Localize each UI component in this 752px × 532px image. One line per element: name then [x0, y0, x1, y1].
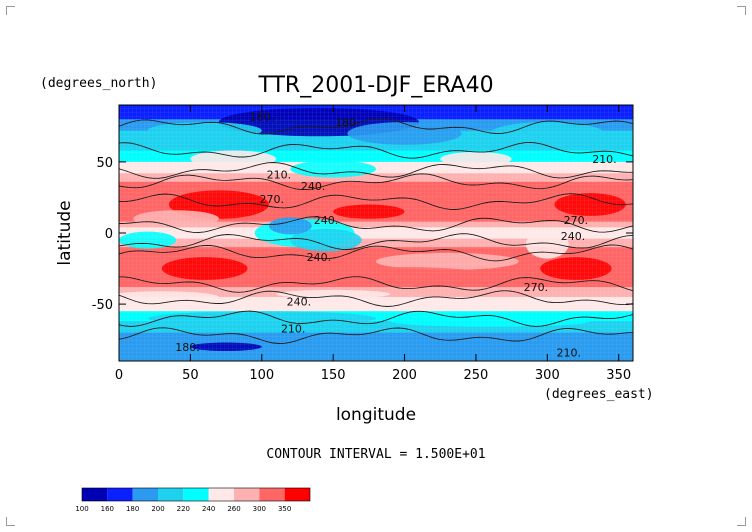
chart-title: TTR_2001-DJF_ERA40 — [257, 73, 493, 98]
colorbar-tick-label: 100 — [75, 505, 88, 513]
colorbar-swatch — [183, 488, 209, 501]
y-tick-label: 50 — [96, 156, 113, 171]
colorbar-swatch — [82, 488, 108, 501]
x-tick-label: 150 — [321, 368, 346, 383]
contour-label: 210. — [592, 153, 617, 166]
crop-mark-bottom-left — [6, 517, 15, 526]
contour-label: 240. — [561, 230, 586, 243]
contour-label: 270. — [524, 281, 549, 294]
colorbar-swatch — [158, 488, 184, 501]
y-unit-label: (degrees_north) — [40, 76, 157, 91]
colorbar-swatch — [284, 488, 310, 501]
colorbar-swatch — [259, 488, 285, 501]
crop-mark-top-left — [6, 6, 15, 15]
contour-label: 240. — [301, 180, 326, 193]
contour-label: 240. — [314, 214, 339, 227]
contour-label: 180. — [250, 110, 275, 123]
colorbar-tick-label: 180 — [126, 505, 139, 513]
colorbar-swatch — [132, 488, 158, 501]
plot-area: 180. 180. 210. 240. 210. 270. 270. 240. 240. 240.… — [119, 105, 633, 361]
x-tick-label: 200 — [392, 368, 417, 383]
colorbar-swatch — [234, 488, 260, 501]
x-unit-label: (degrees_east) — [544, 387, 654, 402]
colorbar-frame — [81, 487, 311, 502]
contour-labels: 180. 180. 210. 240. 210. 270. 270. 240. 240. 240.… — [175, 110, 616, 359]
x-axis: 0 50 100 150 200 250 300 350 — [115, 105, 631, 383]
x-tick-label: 50 — [182, 368, 199, 383]
contour-label: 240. — [287, 295, 312, 308]
contour-label: 180. — [175, 341, 200, 354]
contour-label: 210. — [557, 346, 582, 359]
colorbar-tick-label: 160 — [101, 505, 114, 513]
colorbar: 100 160 180 200 220 240 260 300 350 — [75, 487, 311, 513]
contour-label: 180. — [335, 116, 360, 129]
contour-label: 240. — [307, 251, 332, 264]
colorbar-tick-label: 300 — [253, 505, 266, 513]
colorbar-tick-label: 220 — [177, 505, 190, 513]
colorbar-tick-label: 260 — [227, 505, 240, 513]
contour-label: 270. — [564, 214, 589, 227]
colorbar-tick-label: 200 — [151, 505, 164, 513]
crop-mark-top-right — [737, 6, 746, 15]
crop-mark-bottom-right — [737, 517, 746, 526]
colorbar-swatch — [107, 488, 133, 501]
colorbar-tick-label: 240 — [202, 505, 215, 513]
colorbar-tick-label: 350 — [278, 505, 291, 513]
y-tick-label: -50 — [92, 298, 113, 313]
x-tick-label: 350 — [606, 368, 631, 383]
contour-label: 270. — [260, 193, 285, 206]
x-tick-label: 0 — [115, 368, 123, 383]
y-axis-label: latitude — [55, 200, 75, 265]
colorbar-swatch — [208, 488, 234, 501]
y-axis: -50 0 50 — [92, 156, 633, 313]
x-axis-label: longitude — [336, 405, 416, 425]
contour-interval-label: CONTOUR INTERVAL = 1.500E+01 — [266, 447, 485, 462]
x-tick-label: 250 — [464, 368, 489, 383]
x-tick-label: 300 — [535, 368, 560, 383]
contour-label: 210. — [281, 322, 306, 335]
y-tick-label: 0 — [105, 227, 113, 242]
contour-label: 210. — [267, 169, 292, 182]
x-tick-label: 100 — [249, 368, 274, 383]
